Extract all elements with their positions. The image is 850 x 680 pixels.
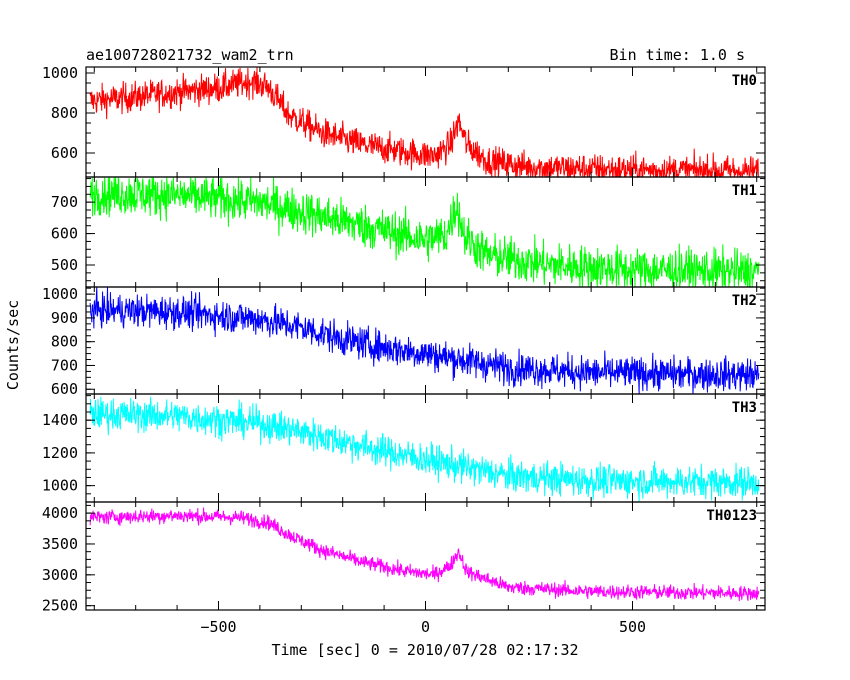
y-tick-label: 3000 bbox=[42, 566, 78, 584]
y-tick-label: 1400 bbox=[42, 411, 78, 429]
panel-th1-label: TH1 bbox=[732, 183, 757, 199]
panel-th0-label: TH0 bbox=[732, 73, 757, 89]
y-tick-label: 900 bbox=[51, 309, 78, 327]
y-tick-label: 700 bbox=[51, 193, 78, 211]
x-tick-label: 0 bbox=[421, 618, 430, 636]
series-th1-line bbox=[89, 176, 760, 288]
y-tick-label: 800 bbox=[51, 333, 78, 351]
y-tick-label: 3500 bbox=[42, 535, 78, 553]
y-tick-label: 600 bbox=[51, 144, 78, 162]
y-tick-label: 1200 bbox=[42, 444, 78, 462]
y-tick-label: 600 bbox=[51, 380, 78, 398]
y-tick-label: 600 bbox=[51, 225, 78, 243]
chart-title: ae100728021732_wam2_trn bbox=[86, 46, 294, 64]
panel-th0123-label: TH0123 bbox=[706, 508, 757, 524]
series-th0-line bbox=[89, 66, 759, 179]
y-tick-label: 4000 bbox=[42, 504, 78, 522]
y-tick-label: 700 bbox=[51, 356, 78, 374]
panel-th2-label: TH2 bbox=[732, 293, 757, 309]
panels-group: TH0 600 800 1000 TH1 500 600 700 TH2 600 700 800 900… bbox=[42, 64, 766, 636]
y-tick-label: 500 bbox=[51, 256, 78, 274]
y-tick-label: 2500 bbox=[42, 597, 78, 615]
y-tick-label: 1000 bbox=[42, 477, 78, 495]
y-tick-label: 1000 bbox=[42, 64, 78, 82]
series-th0123-line bbox=[89, 507, 760, 602]
panel-th3-label: TH3 bbox=[732, 400, 757, 416]
x-axis-title: Time [sec] 0 = 2010/07/28 02:17:32 bbox=[271, 641, 578, 659]
x-tick-label: 500 bbox=[619, 618, 646, 636]
series-th2-line bbox=[89, 286, 760, 395]
y-tick-label: 1000 bbox=[42, 285, 78, 303]
y-tick-label: 800 bbox=[51, 104, 78, 122]
x-tick-label: −500 bbox=[200, 618, 236, 636]
y-axis-title: Counts/sec bbox=[4, 300, 22, 390]
series-th3-line bbox=[89, 396, 760, 502]
bin-time-label: Bin time: 1.0 s bbox=[610, 46, 745, 64]
